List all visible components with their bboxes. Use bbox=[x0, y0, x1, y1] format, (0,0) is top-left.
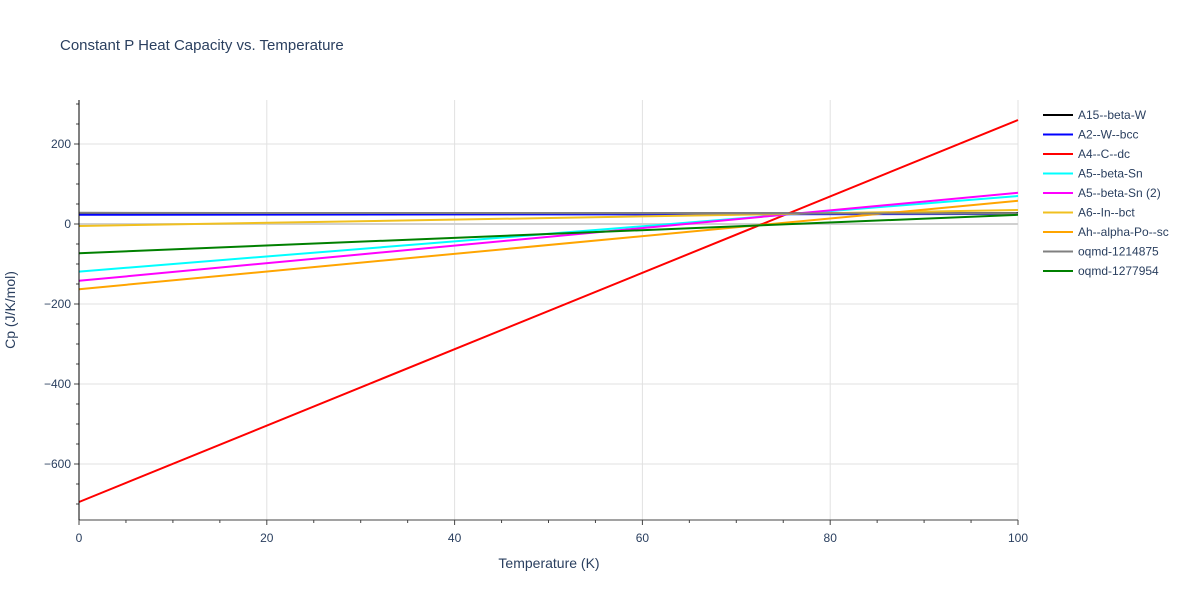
grid bbox=[79, 100, 1019, 520]
legend-label: A5--beta-Sn (2) bbox=[1078, 186, 1161, 200]
legend-label: Ah--alpha-Po--sc bbox=[1078, 225, 1169, 239]
legend-item: A5--beta-Sn (2) bbox=[1043, 186, 1161, 200]
legend-item: A5--beta-Sn bbox=[1043, 167, 1143, 181]
x-tick-label: 20 bbox=[260, 531, 274, 545]
chart-title: Constant P Heat Capacity vs. Temperature bbox=[60, 37, 344, 54]
y-tick-label: 200 bbox=[51, 137, 71, 151]
legend-label: oqmd-1277954 bbox=[1078, 264, 1159, 278]
series-lines bbox=[78, 119, 1019, 503]
x-tick-label: 40 bbox=[448, 531, 462, 545]
y-tick-label: −600 bbox=[44, 457, 71, 471]
series-line bbox=[78, 191, 1019, 282]
y-axis-label: Cp (J/K/mol) bbox=[2, 271, 18, 349]
x-tick-label: 0 bbox=[76, 531, 83, 545]
x-tick-label: 80 bbox=[824, 531, 838, 545]
legend-item: Ah--alpha-Po--sc bbox=[1043, 225, 1169, 239]
x-tick-label: 60 bbox=[636, 531, 650, 545]
legend-label: oqmd-1214875 bbox=[1078, 245, 1159, 259]
series-line bbox=[78, 211, 1019, 215]
y-tick-label: 0 bbox=[64, 217, 71, 231]
series-line bbox=[78, 119, 1019, 503]
legend-item: A2--W--bcc bbox=[1043, 128, 1138, 142]
y-tick-label: −200 bbox=[44, 297, 71, 311]
legend-label: A4--C--dc bbox=[1078, 147, 1130, 161]
x-tick-label: 100 bbox=[1008, 531, 1028, 545]
x-axis-label: Temperature (K) bbox=[498, 555, 599, 571]
y-tick-label: −400 bbox=[44, 377, 71, 391]
legend-label: A15--beta-W bbox=[1078, 108, 1147, 122]
series-line bbox=[78, 213, 1019, 255]
series-line bbox=[78, 199, 1019, 291]
axis-ticks: 0 20 40 60 80 100 −600 −400 −200 0 200 bbox=[44, 103, 1028, 545]
legend-item: A15--beta-W bbox=[1043, 108, 1147, 122]
legend: A15--beta-W A2--W--bcc A4--C--dc A5--beta-S… bbox=[1043, 108, 1169, 278]
legend-item: oqmd-1214875 bbox=[1043, 245, 1159, 259]
legend-label: A2--W--bcc bbox=[1078, 128, 1138, 142]
legend-label: A5--beta-Sn bbox=[1078, 167, 1143, 181]
legend-item: A6--In--bct bbox=[1043, 206, 1135, 220]
legend-item: oqmd-1277954 bbox=[1043, 264, 1159, 278]
legend-item: A4--C--dc bbox=[1043, 147, 1130, 161]
legend-label: A6--In--bct bbox=[1078, 206, 1135, 220]
